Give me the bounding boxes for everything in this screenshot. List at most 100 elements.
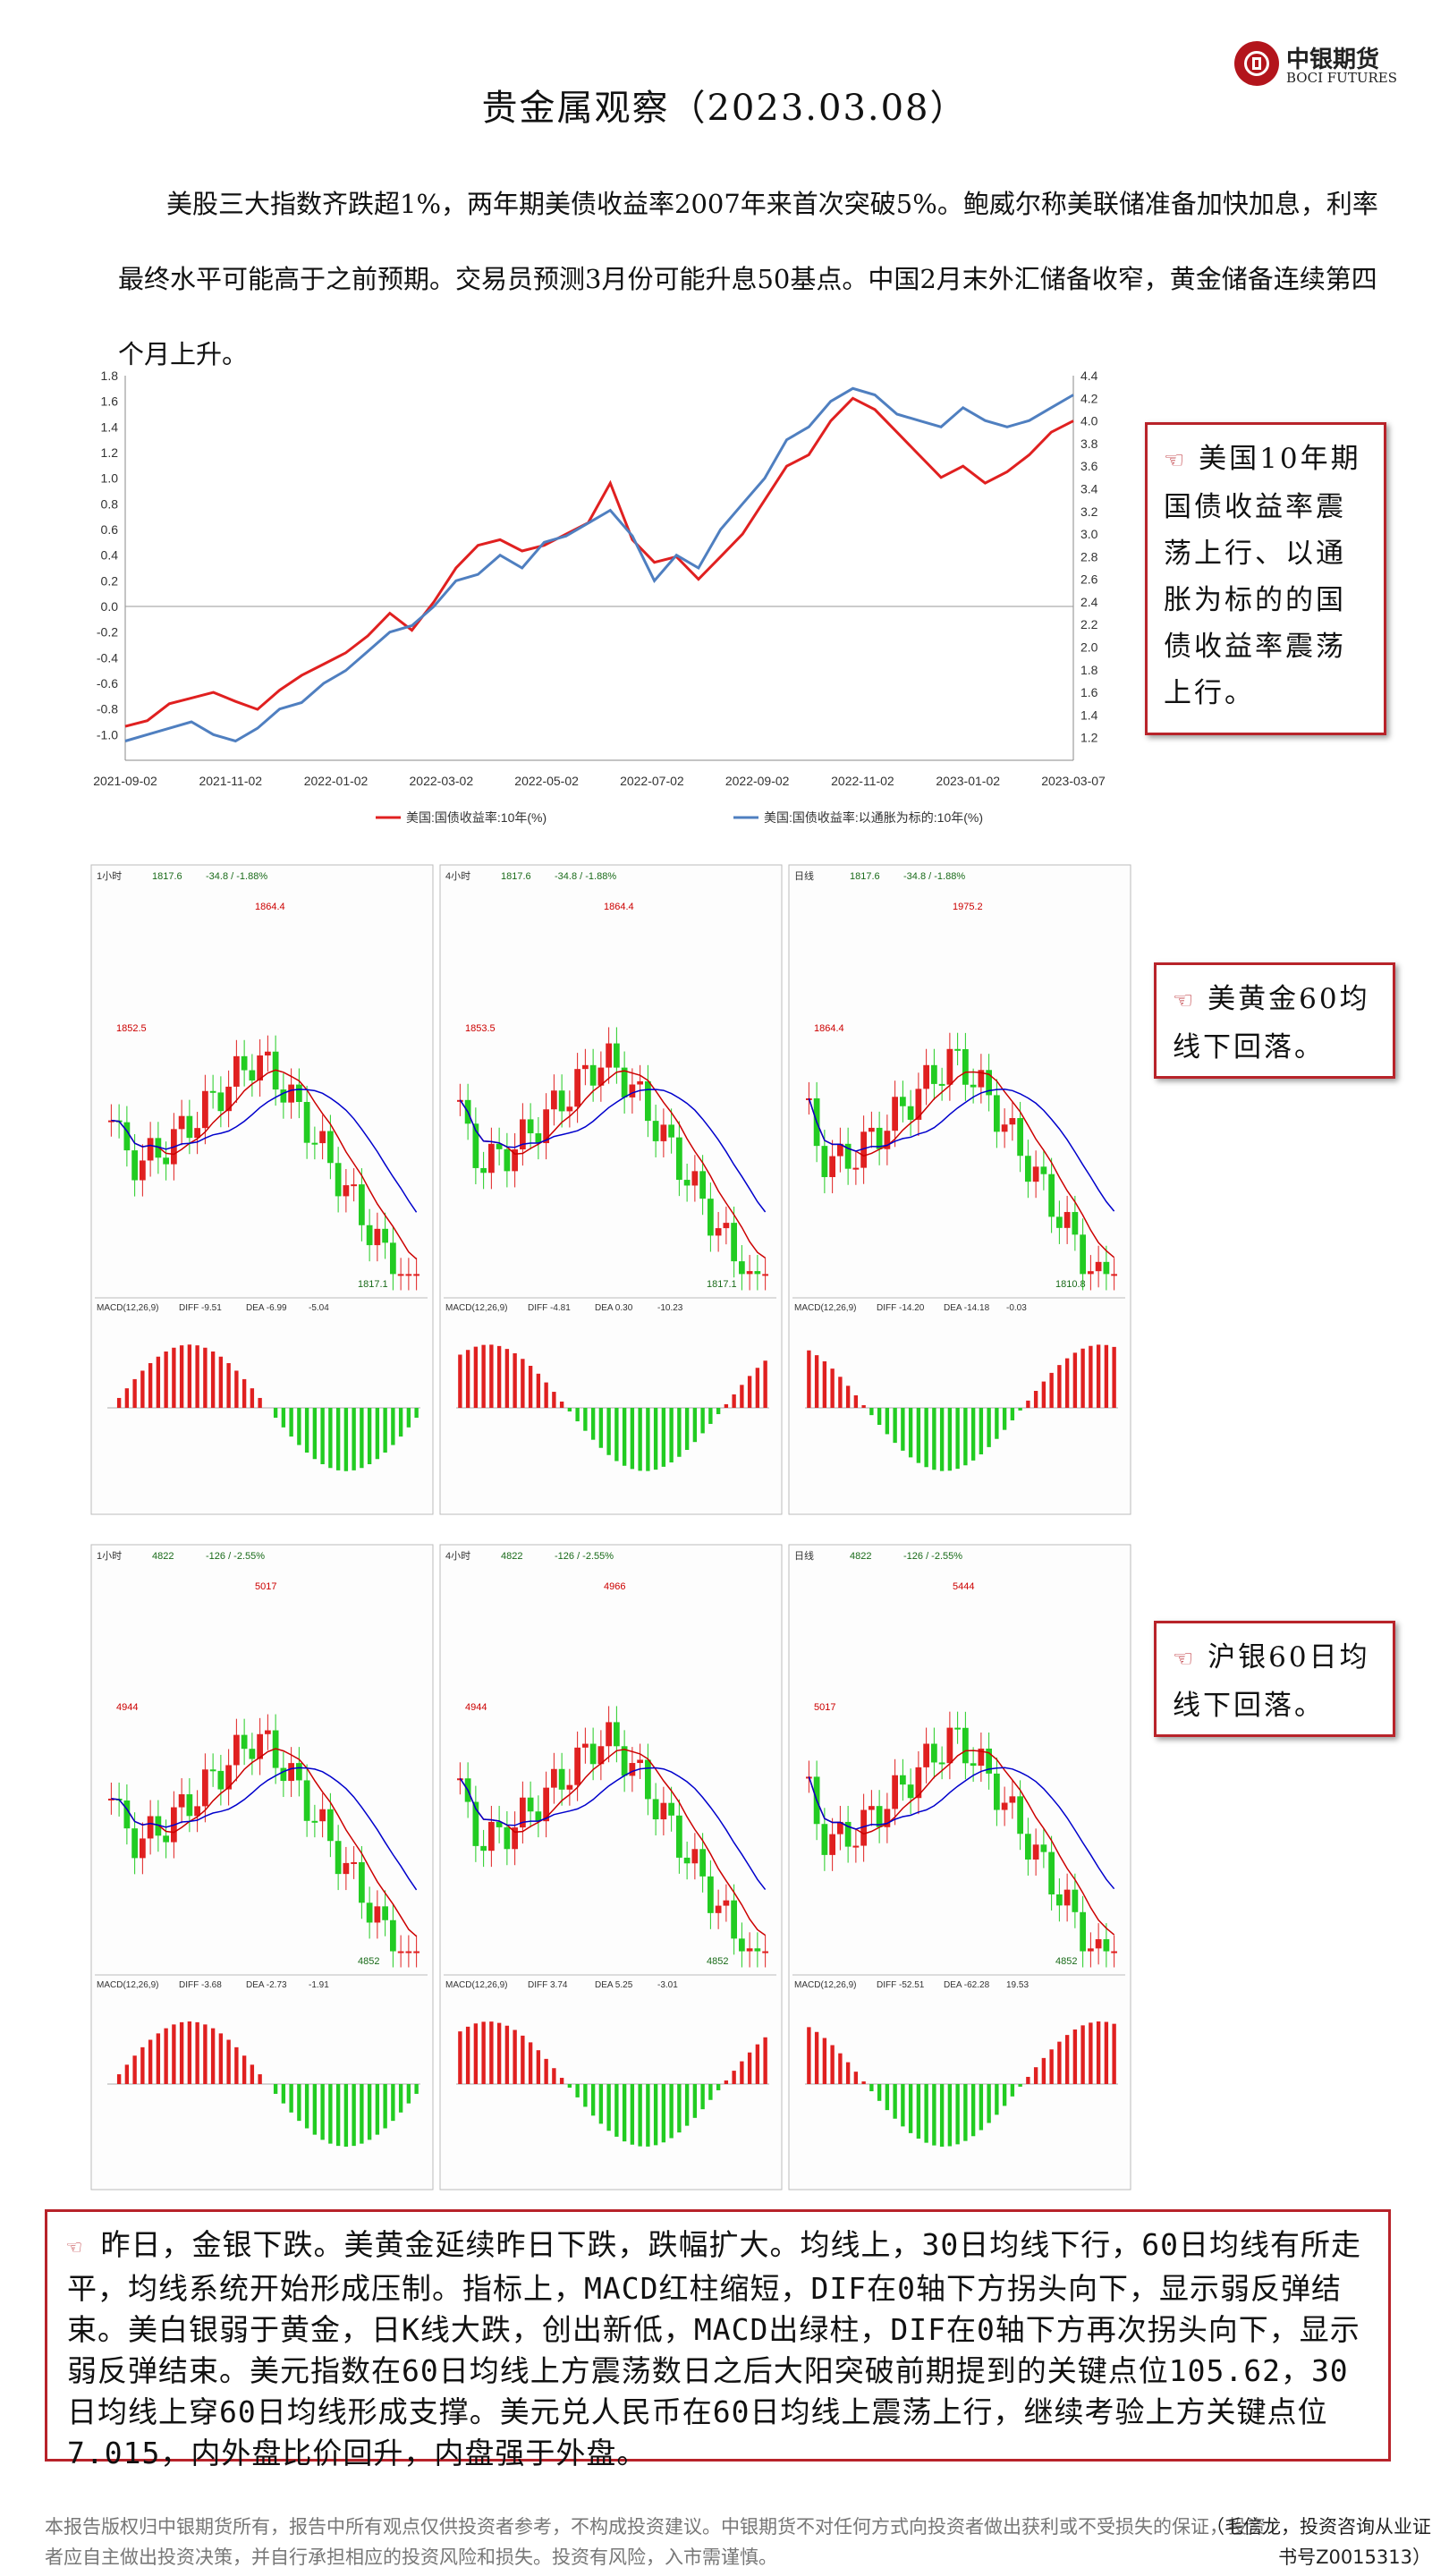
- candle-body: [589, 1743, 597, 1765]
- candle-body: [535, 1133, 542, 1144]
- candle-body: [374, 1228, 381, 1246]
- candle-body: [512, 1827, 518, 1850]
- panel-last: 4822: [850, 1551, 871, 1562]
- candle-body: [900, 1775, 906, 1785]
- candle-body: [257, 1055, 263, 1080]
- kline-panel: 日线 4822 -126 / -2.55% 5444 5017 4852 MACD(12,2…: [788, 1544, 1131, 2190]
- right-tick-label: 3.2: [1080, 504, 1098, 519]
- left-tick-label: 0.0: [101, 599, 119, 614]
- candle-body: [543, 1109, 549, 1144]
- candle-body: [512, 1149, 518, 1172]
- candle-body: [1025, 1834, 1031, 1860]
- candle-body: [978, 1748, 985, 1767]
- brand-logo: 中银期货 BOCI FUTURES: [1234, 39, 1413, 93]
- candle-body: [1111, 1274, 1117, 1276]
- candle-body: [1040, 1166, 1047, 1174]
- candle-body: [1095, 1939, 1102, 1949]
- candle-body: [319, 1131, 326, 1144]
- candle-body: [1032, 1844, 1039, 1860]
- candle-body: [582, 1064, 589, 1070]
- candle-body: [496, 1821, 503, 1827]
- disclaimer: 本报告版权归中银期货所有，报告中所有观点仅供投资者参考，不构成投资建议。中银期货…: [45, 2516, 1266, 2568]
- macd-header: MACD(12,26,9): [97, 1303, 158, 1313]
- candle-body: [892, 1775, 898, 1809]
- ma60-line: [808, 1767, 1115, 1890]
- candle-body: [249, 1070, 256, 1080]
- candle-body: [335, 1163, 342, 1197]
- candle-body: [225, 1765, 232, 1790]
- candle-body: [762, 1274, 768, 1276]
- x-tick-label: 2022-11-02: [831, 774, 894, 788]
- macd-dif: DIFF -9.51: [179, 1303, 222, 1313]
- candle-body: [754, 1948, 761, 1952]
- left-tick-label: 0.4: [101, 548, 119, 563]
- candle-body: [351, 1861, 357, 1864]
- candle-body: [754, 1271, 761, 1275]
- candle-body: [907, 1784, 914, 1799]
- candle-body: [915, 1089, 922, 1120]
- candle-body: [405, 1274, 412, 1276]
- series-line: [124, 386, 1074, 743]
- low-label: 4852: [1055, 1956, 1077, 1967]
- left-tick-label: -0.2: [97, 625, 118, 640]
- candle-body: [374, 1906, 381, 1923]
- candle-body: [527, 1797, 534, 1812]
- candle-body: [723, 1900, 730, 1906]
- macd-value: 19.53: [1006, 1980, 1029, 1990]
- panel-frame: [439, 864, 783, 1515]
- candle-body: [660, 1802, 667, 1820]
- panel-change: -34.8 / -1.88%: [206, 871, 267, 882]
- candle-body: [869, 1127, 875, 1132]
- candle-body: [327, 1809, 334, 1842]
- high-label: 4966: [604, 1581, 625, 1592]
- candle-body: [652, 1799, 659, 1820]
- macd-dea: DEA -6.99: [246, 1303, 287, 1313]
- candle-body: [1063, 1212, 1071, 1228]
- low-label: 4852: [707, 1956, 728, 1967]
- panel-last: 4822: [152, 1551, 174, 1562]
- candle-body: [915, 1767, 922, 1799]
- left-tick-label: 1.2: [101, 445, 119, 460]
- candle-body: [178, 1794, 185, 1808]
- ma30-line: [111, 1069, 418, 1260]
- candle-body: [147, 1138, 154, 1161]
- candle-body: [265, 1730, 271, 1734]
- x-tick-label: 2021-09-02: [93, 774, 157, 788]
- candle-body: [413, 1274, 419, 1276]
- candle-body: [303, 1780, 310, 1821]
- ma30-line: [459, 1070, 767, 1259]
- candle-body: [691, 1171, 699, 1186]
- macd-header: MACD(12,26,9): [97, 1980, 158, 1990]
- candle-body: [645, 1080, 651, 1122]
- candle-body: [1072, 1212, 1079, 1235]
- candle-body: [296, 1084, 302, 1103]
- left-tick-label: 1.0: [101, 471, 119, 486]
- candle-body: [614, 1043, 620, 1068]
- candle-body: [390, 1242, 396, 1275]
- candle-body: [1056, 1216, 1063, 1228]
- macd-dea: DEA -14.18: [944, 1303, 990, 1313]
- candle-body: [472, 1801, 479, 1846]
- candle-body: [1017, 1796, 1023, 1835]
- candle-body: [1032, 1166, 1039, 1182]
- candle-body: [1009, 1796, 1016, 1803]
- left-tick-label: -0.4: [97, 650, 118, 665]
- candle-body: [496, 1143, 503, 1149]
- candle-body: [829, 1834, 835, 1855]
- macd-dif: DIFF -14.20: [877, 1303, 925, 1313]
- right-tick-label: 1.8: [1080, 663, 1098, 677]
- candle-body: [405, 1951, 412, 1953]
- left-tick-label: 0.2: [101, 573, 119, 588]
- candle-body: [931, 1064, 937, 1084]
- candle-body: [723, 1223, 730, 1229]
- candle-body: [715, 1905, 722, 1913]
- candle-body: [821, 1146, 828, 1178]
- candle-body: [186, 1115, 193, 1139]
- candle-body: [397, 1274, 404, 1276]
- ma30-line: [808, 1750, 1115, 1936]
- mid-label: 1853.5: [465, 1023, 496, 1034]
- summary-text: 昨日，金银下跌。美黄金延续昨日下跌，跌幅扩大。均线上，30日均线下行，60日均线…: [67, 2227, 1362, 2470]
- candle-body: [739, 1261, 745, 1275]
- candle-body: [1048, 1174, 1055, 1217]
- silver-kline-svg: 1小时 4822 -126 / -2.55% 5017 4944 4852 MACD(12,…: [90, 1544, 1131, 2190]
